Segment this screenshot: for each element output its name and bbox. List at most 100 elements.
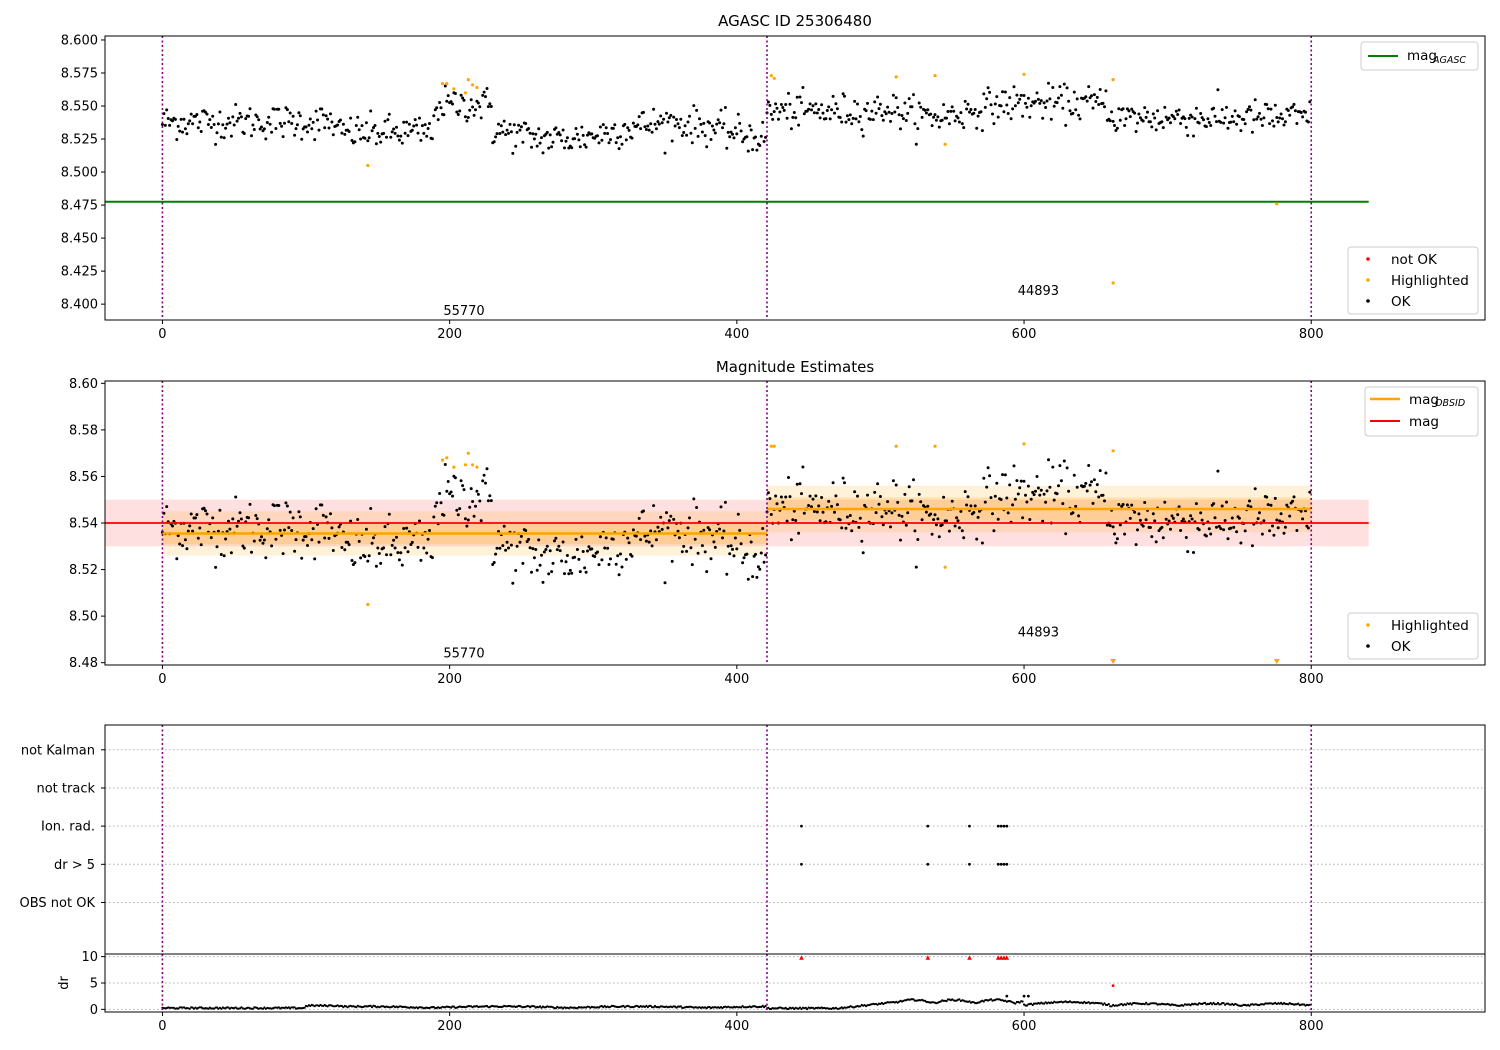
ok-point — [524, 122, 528, 125]
ok-point — [834, 102, 838, 106]
ok-point — [884, 112, 888, 116]
ok-point — [188, 524, 192, 528]
ok-point — [718, 121, 722, 125]
dr-point — [1280, 1001, 1283, 1004]
ok-point — [1250, 130, 1254, 134]
ok-point — [821, 510, 825, 514]
ok-point — [654, 538, 658, 542]
ok-point — [476, 492, 480, 496]
ok-point — [1146, 110, 1149, 114]
ok-point — [596, 550, 599, 554]
highlighted-point — [772, 444, 776, 448]
ok-point — [893, 110, 897, 114]
ok-point — [866, 101, 869, 105]
ok-point — [373, 124, 377, 127]
ok-point — [1239, 129, 1243, 133]
ok-point — [952, 109, 956, 113]
ok-point — [331, 549, 335, 552]
ok-point — [745, 552, 749, 556]
ok-point — [1265, 103, 1269, 106]
ok-point — [281, 135, 285, 139]
dr-point — [945, 1000, 948, 1003]
flag-point — [1005, 824, 1009, 828]
ok-point — [1013, 104, 1017, 108]
ok-point — [1061, 106, 1065, 110]
ok-point — [907, 485, 911, 489]
ok-point — [545, 544, 549, 548]
ok-point — [1032, 493, 1036, 497]
ok-point — [413, 118, 417, 122]
ok-point — [531, 132, 535, 136]
dr-point — [679, 1005, 682, 1008]
ok-point — [343, 548, 347, 552]
ok-point — [683, 124, 687, 128]
dr-point — [989, 998, 993, 1001]
ok-point — [425, 134, 429, 138]
legend-mid-highlighted-label: Highlighted — [1391, 618, 1469, 634]
ok-point — [234, 103, 238, 106]
ok-point — [215, 131, 219, 135]
legend-mid-highlighted-swatch — [1366, 623, 1370, 627]
ok-point — [988, 474, 992, 478]
ok-point — [1150, 125, 1154, 129]
ok-point — [400, 563, 404, 567]
ok-point — [222, 136, 226, 140]
dr-point — [791, 1006, 794, 1009]
ok-point — [239, 115, 243, 119]
ok-point — [1121, 503, 1125, 506]
ok-point — [329, 512, 332, 516]
ok-point — [550, 570, 554, 574]
ok-point — [485, 87, 489, 90]
ok-point — [1101, 493, 1105, 497]
dr-point — [1297, 1002, 1300, 1005]
mid-chart-title: Magnitude Estimates — [716, 358, 874, 376]
ok-point — [564, 560, 568, 564]
ok-point — [1005, 496, 1009, 500]
ok-point — [731, 547, 734, 551]
highlighted-point — [466, 78, 470, 82]
ok-point — [650, 130, 654, 134]
ok-point — [1103, 105, 1106, 109]
ok-point — [260, 125, 263, 129]
ok-point — [1151, 112, 1155, 116]
ok-point — [1222, 121, 1226, 125]
dr-point — [1083, 1000, 1086, 1003]
ok-point — [479, 116, 483, 120]
ok-point — [382, 131, 386, 135]
ok-point — [1061, 502, 1065, 506]
ok-point — [366, 559, 370, 563]
ok-point — [272, 504, 276, 508]
ok-point — [983, 105, 987, 109]
ok-point — [191, 122, 195, 126]
ok-point — [916, 538, 920, 541]
dr-clipped-marker — [1004, 955, 1010, 960]
ok-point — [769, 112, 773, 116]
ok-point — [660, 121, 664, 125]
ok-point — [798, 95, 802, 99]
ok-point — [1243, 529, 1247, 533]
ok-point — [567, 572, 571, 576]
legend-highlighted-label: Highlighted — [1391, 273, 1469, 289]
ok-point — [428, 122, 431, 125]
dr-panel: 0 200 400 600 800 0 5 10 dr — [57, 950, 1486, 1034]
ok-point — [317, 540, 321, 544]
dr-point — [764, 1004, 767, 1008]
ok-point — [663, 581, 667, 585]
ok-point — [575, 132, 579, 136]
ok-point — [287, 526, 291, 530]
top-y-tick-label: 8.525 — [61, 133, 98, 148]
ok-point — [959, 111, 963, 115]
flag-points — [161, 725, 1313, 954]
ok-point — [308, 117, 312, 121]
ok-point — [884, 511, 888, 515]
ok-point — [252, 539, 256, 543]
ok-point — [923, 108, 927, 112]
ok-point — [442, 113, 446, 117]
ok-point — [285, 108, 289, 112]
ok-point — [185, 547, 189, 551]
ok-point — [1072, 90, 1076, 94]
ok-point — [755, 148, 759, 152]
ok-point — [518, 128, 522, 132]
ok-point — [815, 510, 819, 514]
ok-point — [609, 138, 612, 142]
